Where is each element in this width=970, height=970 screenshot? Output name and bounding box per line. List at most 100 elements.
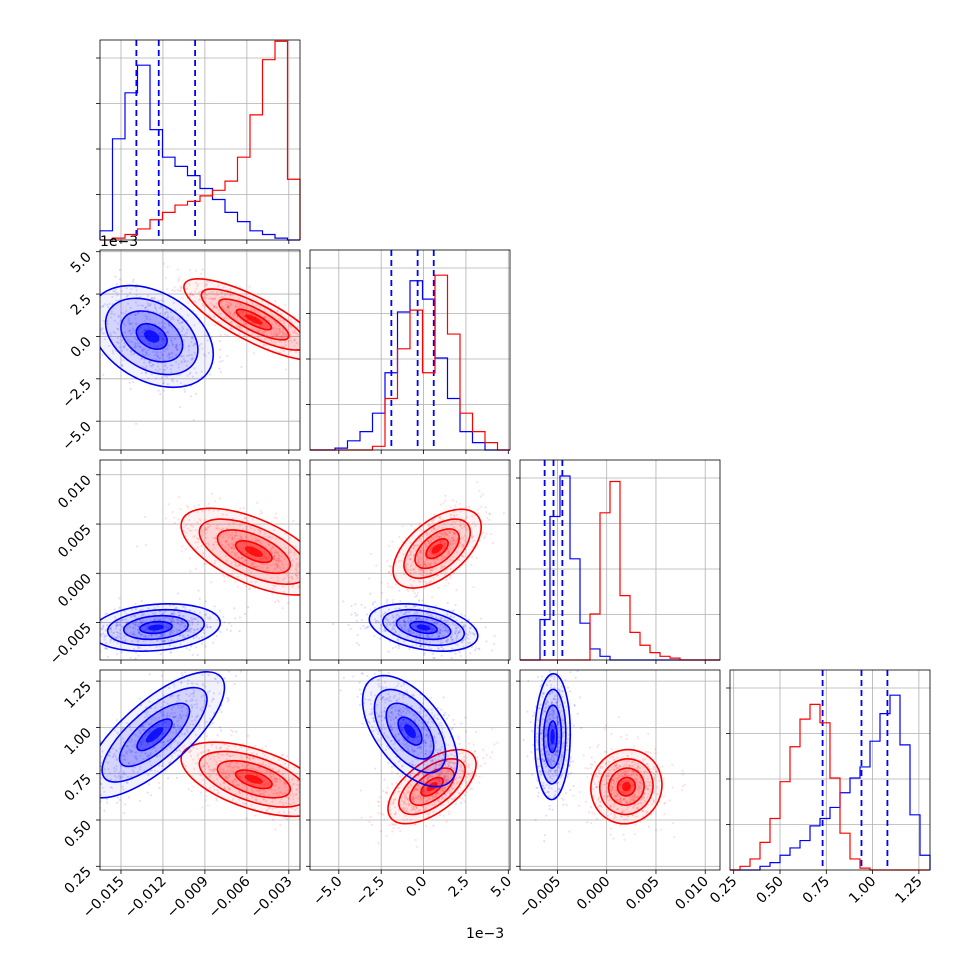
sample-point <box>134 624 137 627</box>
sample-point <box>263 316 267 319</box>
sample-point <box>425 558 428 561</box>
sample-point <box>442 544 445 547</box>
sample-point <box>176 725 180 729</box>
sample-point <box>133 647 136 651</box>
sample-point <box>165 376 169 379</box>
sample-point <box>418 632 421 635</box>
sample-point <box>462 639 465 642</box>
sample-point <box>201 347 204 350</box>
sample-point <box>220 745 223 748</box>
sample-point <box>407 628 410 631</box>
sample-point <box>388 640 391 643</box>
sample-point <box>412 590 415 593</box>
sample-point <box>443 573 447 577</box>
sample-point <box>293 550 296 553</box>
sample-point <box>137 631 140 634</box>
sample-point <box>92 824 94 826</box>
sample-point <box>373 600 377 603</box>
sample-point <box>193 663 195 665</box>
sample-point <box>198 290 202 294</box>
sample-point <box>277 557 280 560</box>
sample-point <box>185 524 188 527</box>
sample-point <box>102 319 106 322</box>
sample-point <box>150 764 153 767</box>
sample-point <box>178 611 181 614</box>
sample-point <box>234 780 238 783</box>
sample-point <box>412 631 415 634</box>
sample-point <box>488 513 492 516</box>
sample-point <box>223 294 227 297</box>
sample-point <box>439 535 442 538</box>
sample-point <box>171 616 174 619</box>
sample-point <box>129 775 132 778</box>
sample-point <box>156 770 159 773</box>
sample-point <box>442 634 445 637</box>
sample-point <box>318 562 320 564</box>
sample-point <box>227 305 230 308</box>
sample-point <box>139 740 142 743</box>
sample-point <box>429 549 432 552</box>
sample-point <box>113 608 116 611</box>
sample-point <box>280 313 283 316</box>
sample-point <box>110 312 113 315</box>
sample-point <box>441 556 444 559</box>
sample-point <box>115 749 118 752</box>
sample-point <box>139 732 142 735</box>
sample-point <box>237 585 240 588</box>
sample-point <box>420 549 423 552</box>
sample-point <box>439 617 443 620</box>
sample-point <box>206 691 210 694</box>
sample-point <box>433 656 436 660</box>
sample-point <box>428 550 431 553</box>
sample-point <box>305 552 307 554</box>
sample-point <box>493 634 496 637</box>
sample-point <box>223 575 226 578</box>
sample-point <box>476 481 479 484</box>
sample-point <box>378 637 382 640</box>
sample-point <box>160 305 163 308</box>
sample-point <box>193 324 196 327</box>
sample-point <box>162 710 165 714</box>
sample-point <box>190 790 193 793</box>
sample-point <box>143 307 147 310</box>
sample-point <box>216 789 219 792</box>
sample-point <box>201 509 204 512</box>
sample-point <box>226 700 230 703</box>
sample-point <box>261 792 264 795</box>
sample-point <box>170 630 174 633</box>
sample-point <box>169 364 172 367</box>
sample-point <box>201 302 204 305</box>
sample-point <box>303 325 305 327</box>
sample-point <box>413 592 416 595</box>
sample-point <box>432 656 435 660</box>
sample-point <box>124 343 127 347</box>
sample-point <box>187 513 190 516</box>
sample-point <box>436 622 439 625</box>
sample-point <box>215 634 218 638</box>
sample-point <box>424 542 427 545</box>
y-tick-label: −0.005 <box>47 620 95 668</box>
sample-point <box>112 352 115 355</box>
sample-point <box>239 573 242 576</box>
sample-point <box>115 625 118 628</box>
sample-point <box>295 570 298 573</box>
sample-point <box>262 789 265 792</box>
sample-point <box>140 742 144 746</box>
sample-point <box>163 618 166 621</box>
sample-point <box>244 517 247 520</box>
sample-point <box>185 693 188 696</box>
sample-point <box>226 748 229 751</box>
sample-point <box>305 577 307 579</box>
sample-point <box>291 577 294 580</box>
sample-point <box>118 268 121 272</box>
sample-point <box>425 572 429 575</box>
sample-point <box>458 629 462 632</box>
sample-point <box>431 619 434 622</box>
sample-point <box>204 645 207 648</box>
sample-point <box>444 639 448 642</box>
sample-point <box>446 630 449 633</box>
sample-point <box>233 311 237 315</box>
sample-point <box>307 805 309 807</box>
sample-point <box>403 612 406 616</box>
sample-point <box>279 791 282 794</box>
